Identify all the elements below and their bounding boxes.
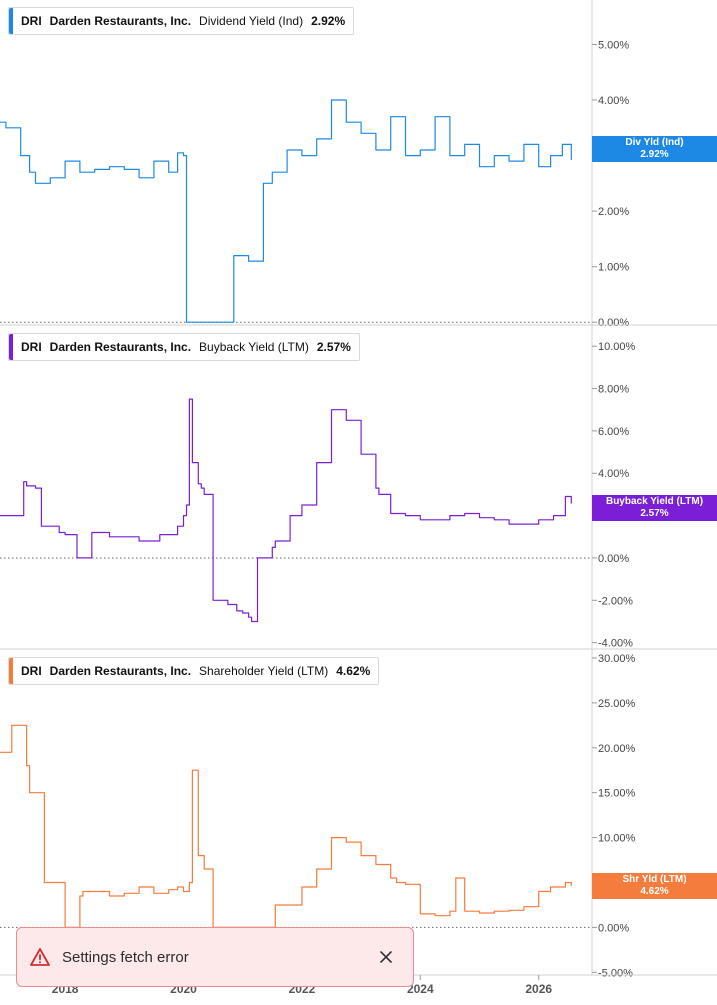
legend-buyback-yield: DRI Darden Restaurants, Inc. Buyback Yie… [8, 333, 360, 361]
y-tick-label: 0.00% [598, 922, 629, 934]
y-tick-label: 6.00% [598, 426, 629, 438]
badge-label: Buyback Yield (LTM) [605, 496, 704, 507]
legend-value: 4.62% [336, 664, 371, 678]
last-value-badge: Buyback Yield (LTM) 2.57% [592, 495, 717, 521]
y-tick-label: 8.00% [598, 384, 629, 396]
legend-swatch [9, 8, 13, 34]
series-line [0, 398, 572, 623]
legend-company: Darden Restaurants, Inc. [49, 664, 192, 678]
y-tick-label: 4.00% [598, 468, 629, 480]
warning-triangle-icon [30, 948, 50, 966]
panel-1-chart: 0.00%1.00%2.00%3.00%4.00%5.00% [0, 0, 629, 329]
y-tick-label: 1.00% [598, 262, 629, 274]
badge-value: 2.92% [640, 149, 669, 160]
last-value-badge: Shr Yld (LTM) 4.62% [592, 873, 717, 899]
y-tick-label: 10.00% [598, 833, 636, 845]
y-tick-label: 4.00% [598, 95, 629, 107]
legend-company: Darden Restaurants, Inc. [49, 14, 192, 28]
legend-dividend-yield: DRI Darden Restaurants, Inc. Dividend Yi… [8, 7, 355, 35]
legend-shareholder-yield: DRI Darden Restaurants, Inc. Shareholder… [8, 657, 380, 685]
y-tick-label: 30.00% [598, 653, 636, 665]
legend-ticker: DRI [21, 664, 42, 678]
legend-ticker: DRI [21, 14, 42, 28]
badge-label: Div Yld (Ind) [625, 137, 684, 148]
last-value-badge: Div Yld (Ind) 2.92% [592, 136, 717, 162]
legend-value: 2.57% [316, 340, 351, 354]
y-tick-label: 2.00% [598, 206, 629, 218]
badge-label: Shr Yld (LTM) [622, 874, 687, 885]
y-tick-label: 0.00% [598, 317, 629, 329]
y-tick-label: 15.00% [598, 788, 636, 800]
legend-swatch [9, 658, 13, 684]
badge-value: 4.62% [640, 886, 669, 897]
y-tick-label: 25.00% [598, 698, 636, 710]
y-tick-label: -4.00% [598, 638, 633, 650]
toast-message: Settings fetch error [62, 948, 189, 966]
legend-metric: Shareholder Yield (LTM) [199, 664, 329, 678]
legend-ticker: DRI [21, 340, 42, 354]
x-tick-label: 2024 [407, 982, 434, 996]
legend-value: 2.92% [311, 14, 346, 28]
y-tick-label: -5.00% [598, 967, 633, 979]
legend-swatch [9, 334, 13, 360]
badge-value: 2.57% [640, 508, 669, 519]
series-line [0, 724, 572, 928]
x-tick-label: 2026 [525, 982, 552, 996]
error-toast: Settings fetch error [16, 927, 414, 987]
y-tick-label: 10.00% [598, 341, 636, 353]
y-tick-label: 0.00% [598, 553, 629, 565]
series-line [0, 99, 572, 323]
legend-company: Darden Restaurants, Inc. [49, 340, 192, 354]
y-tick-label: 20.00% [598, 743, 636, 755]
close-icon[interactable] [375, 946, 397, 968]
y-tick-label: 5.00% [598, 39, 629, 51]
legend-metric: Dividend Yield (Ind) [199, 14, 304, 28]
y-tick-label: -2.00% [598, 595, 633, 607]
legend-metric: Buyback Yield (LTM) [199, 340, 309, 354]
panel-2-chart: -4.00%-2.00%0.00%2.00%4.00%6.00%8.00%10.… [0, 324, 717, 650]
